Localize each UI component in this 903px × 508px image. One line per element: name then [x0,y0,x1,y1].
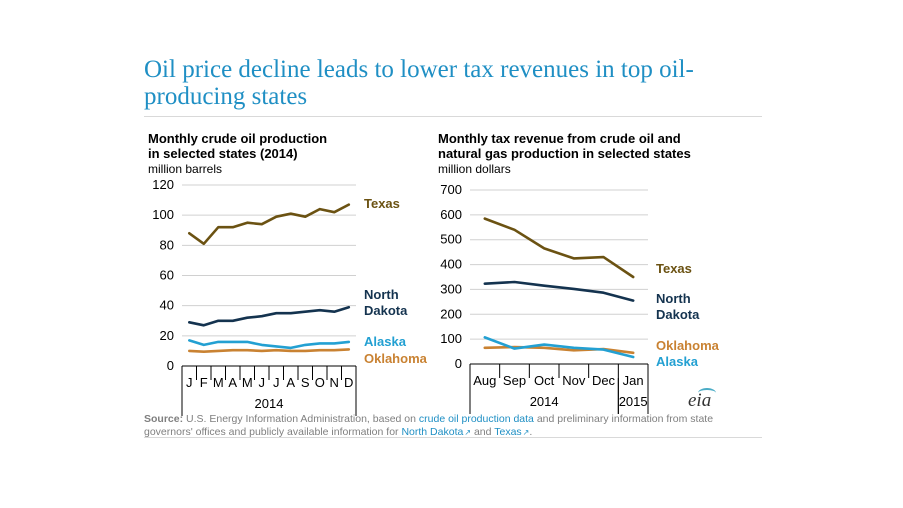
chart-title-line: Monthly crude oil production [148,131,327,146]
x-tick-label: J [259,375,266,390]
source-text-2: and preliminary information from state g… [144,413,714,438]
source-note: Source: U.S. Energy Information Administ… [144,413,762,439]
external-link-icon: ↗ [464,428,472,437]
x-group-label: 2014 [530,394,559,409]
y-tick-label: 100 [152,207,174,222]
chart-title-line: in selected states (2014) [148,146,298,161]
bottom-divider [144,437,762,438]
series-label-alaska: Alaska [656,354,699,369]
chart-tax-revenue: Monthly tax revenue from crude oil and na… [434,128,754,420]
series-line-north-dakota [483,280,635,302]
x-tick-label: S [301,375,310,390]
series-label-north-dakota: North [656,291,691,306]
x-tick-label: D [344,375,353,390]
eia-logo: eia [688,390,712,411]
source-label: Source: [144,413,184,425]
series-label-texas: Texas [656,261,692,276]
chart-title-line: Monthly tax revenue from crude oil and [438,131,681,146]
source-text-3: and [473,426,492,438]
series-label-alaska: Alaska [364,334,407,349]
y-tick-label: 700 [440,182,462,197]
chart-tax-revenue-svg: Monthly tax revenue from crude oil andna… [438,131,720,414]
series-line-north-dakota [187,305,351,327]
y-tick-label: 0 [455,356,462,371]
y-tick-label: 100 [440,331,462,346]
x-group-label: 2014 [255,396,284,411]
y-tick-label: 600 [440,207,462,222]
x-tick-label: N [330,375,339,390]
chart-title-line: natural gas production in selected state… [438,146,691,161]
series-label-north-dakota: Dakota [656,307,700,322]
x-tick-label: F [200,375,208,390]
page-title: Oil price decline leads to lower tax rev… [144,56,694,110]
series-line-texas [187,203,351,246]
y-tick-label: 300 [440,281,462,296]
x-tick-label: A [286,375,295,390]
x-tick-label: A [228,375,237,390]
series-label-north-dakota: North [364,287,399,302]
chart-crude-oil-production: Monthly crude oil production in selected … [144,128,464,420]
x-tick-label: Dec [592,373,616,388]
y-tick-label: 0 [167,358,174,373]
x-group-label: 2015 [619,394,648,409]
source-link-north-dakota[interactable]: North Dakota [401,426,464,438]
x-tick-label: J [186,375,193,390]
y-tick-label: 60 [160,268,174,283]
series-line-oklahoma [187,348,351,353]
x-tick-label: Aug [473,373,496,388]
x-tick-label: Jan [623,373,644,388]
x-tick-label: M [213,375,224,390]
series-label-oklahoma: Oklahoma [364,351,428,366]
y-tick-label: 500 [440,232,462,247]
x-tick-label: Oct [534,373,555,388]
source-link-texas[interactable]: Texas [494,426,522,438]
x-tick-label: M [242,375,253,390]
source-link-production-data[interactable]: crude oil production data [418,413,534,425]
x-tick-label: J [273,375,280,390]
top-divider [144,116,762,117]
y-tick-label: 40 [160,298,174,313]
eia-logo-arc [698,388,716,398]
source-text-1: U.S. Energy Information Administration, … [186,413,416,425]
series-label-texas: Texas [364,196,400,211]
external-link-icon: ↗ [522,428,530,437]
y-tick-label: 400 [440,257,462,272]
y-axis-unit-label: million dollars [438,162,511,176]
series-label-oklahoma: Oklahoma [656,338,720,353]
y-tick-label: 20 [160,328,174,343]
series-line-alaska [187,339,351,350]
series-line-texas [483,217,635,279]
y-tick-label: 120 [152,177,174,192]
y-tick-label: 200 [440,306,462,321]
x-tick-label: Nov [562,373,586,388]
series-label-north-dakota: Dakota [364,303,408,318]
y-tick-label: 80 [160,237,174,252]
series-line-alaska [483,336,635,359]
x-tick-label: Sep [503,373,526,388]
source-text-4: . [529,426,533,438]
y-axis-unit-label: million barrels [148,162,222,176]
x-tick-label: O [315,375,325,390]
